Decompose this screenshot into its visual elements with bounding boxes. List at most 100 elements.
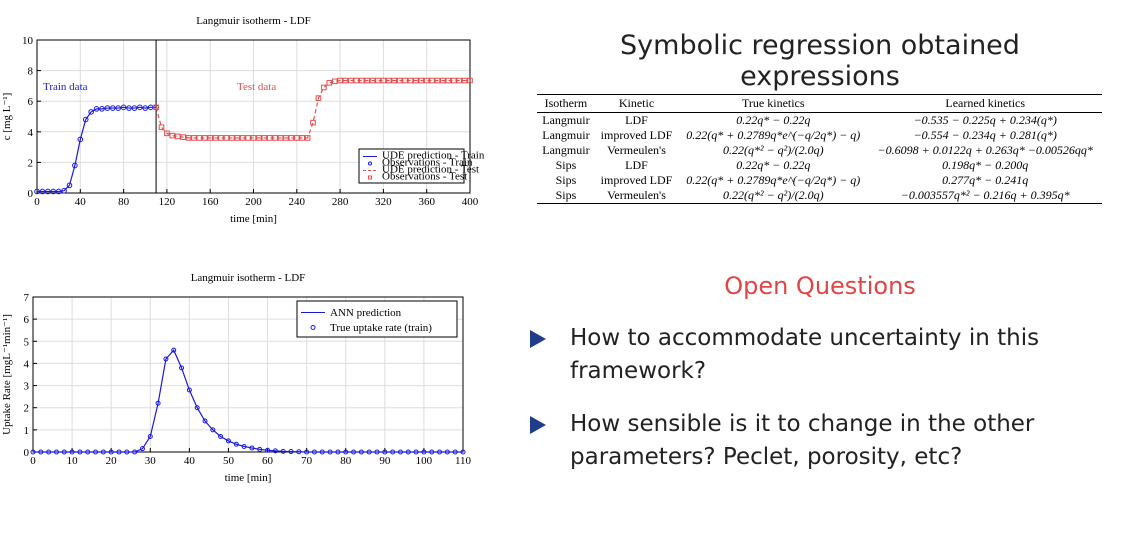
data-point [343,449,349,455]
data-point [241,443,247,449]
data-point [210,427,216,433]
data-point [233,441,239,447]
data-point [423,77,430,84]
column-header: Kinetic [594,94,679,113]
x-tick-label: 240 [289,196,306,208]
data-point [116,449,122,455]
data-point [277,135,284,141]
data-point [364,77,370,84]
data-point [296,449,302,455]
data-point [390,449,396,455]
data-point [171,347,177,353]
x-tick-label: 360 [418,196,435,208]
data-point [66,182,73,189]
data-point [467,77,473,84]
data-point [460,449,466,455]
data-point [380,77,387,84]
table-cell: −0.554 − 0.234q + 0.281(q*) [913,128,1057,142]
data-point [319,449,325,455]
y-tick-label: 4 [28,127,34,139]
data-point [358,77,365,84]
table-row: Sips Vermeulen's 0.22(q*² − q²)/(2.0q) −0.0… [537,188,1102,204]
chart-title: Langmuir isotherm - LDF [196,15,311,27]
bullet-icon [530,330,546,348]
table-cell: improved LDF [600,173,673,187]
section-heading: Open Questions [724,272,916,300]
data-point [72,162,78,169]
data-line [155,79,470,139]
bullet: How to accommodate uncertainty in this f… [530,322,1110,388]
data-point [245,135,251,141]
table-cell: 0.22q* − 0.22q [736,113,811,127]
y-tick-label: 0 [24,447,30,459]
data-point [304,449,310,455]
data-point [342,77,349,84]
data-point [218,135,224,141]
x-tick-label: 40 [184,455,196,467]
data-point [375,77,381,84]
legend-marker [310,325,316,330]
data-point [191,135,197,141]
data-point [434,77,441,84]
data-point [82,116,89,123]
data-point [131,105,138,111]
data-point [261,135,268,141]
data-point [440,77,446,84]
x-tick-label: 160 [202,196,219,208]
data-point [155,400,161,406]
data-point [280,448,286,454]
data-point [288,135,295,141]
data-point [163,356,169,362]
data-point [153,104,159,111]
data-point [45,188,51,195]
data-point [256,135,262,141]
data-point [39,188,46,195]
data-point [294,135,300,141]
x-tick-label: 40 [75,196,87,208]
data-point [179,365,185,371]
data-point [366,449,372,455]
data-point [88,109,94,115]
table-cell: 0.22(q* + 0.2789q*e^(−q/2q*) − q) [686,128,861,142]
x-tick-label: 80 [340,455,352,467]
data-point [402,77,408,84]
column-header: True kinetics [678,94,869,113]
data-point [38,449,44,455]
table-cell: −0.003557q*² − 0.216q + 0.395q* [868,188,1102,204]
legend-label: Observations - Test [382,170,467,182]
x-tick-label: 0 [34,196,40,208]
data-point [169,132,176,139]
data-point [104,105,111,111]
table-cell: 0.22q* − 0.22q [736,158,811,172]
kinetics-table: Isotherm Kinetic True kinetics Learned kine… [537,94,1102,204]
x-tick-label: 20 [106,455,118,467]
data-point [386,77,392,84]
data-point [126,105,132,111]
x-tick-label: 280 [332,196,349,208]
data-point [196,135,203,141]
y-tick-label: 7 [24,292,30,304]
y-tick-label: 8 [28,66,34,78]
data-point [310,119,316,126]
table-row: Langmuir LDF 0.22q* − 0.22q −0.535 − 0.225q… [537,113,1102,129]
legend-label: True uptake rate (train) [330,322,432,334]
data-point [288,449,294,455]
chart-title: Langmuir isotherm - LDF [191,272,306,284]
data-point [272,135,278,141]
data-point [147,104,154,111]
table-cell: Vermeulen's [594,188,679,204]
data-point [257,446,263,452]
data-point [413,449,419,455]
y-axis-label: c [mg L⁻¹] [1,93,13,141]
data-line [37,106,157,193]
data-point [250,135,257,141]
data-point [132,449,138,455]
y-tick-label: 6 [28,96,34,108]
data-point [185,135,192,141]
data-point [53,449,59,455]
data-point [201,135,208,141]
data-point [351,449,357,455]
data-point [272,448,278,454]
